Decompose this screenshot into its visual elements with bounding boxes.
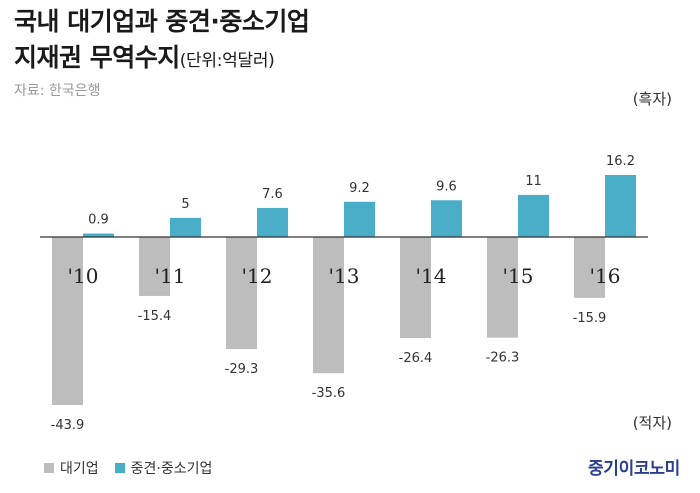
bar-large-firm — [313, 237, 344, 374]
category-label: '10 — [68, 264, 99, 288]
data-label-large-firm: -15.4 — [138, 309, 172, 324]
deficit-label: (적자) — [632, 414, 672, 432]
legend-label-sme: 중견·중소기업 — [130, 461, 213, 477]
legend-label-large-firm: 대기업 — [60, 461, 99, 477]
unit-label: (단위:억달러) — [179, 51, 275, 71]
bar-sme — [170, 217, 201, 237]
category-label: '15 — [503, 264, 534, 288]
bar-sme — [257, 207, 288, 237]
data-label-sme: 9.6 — [436, 179, 457, 194]
data-label-large-firm: -29.3 — [225, 362, 259, 377]
chart-title: 국내 대기업과 중견·중소기업 지재권 무역수지(단위:억달러) — [14, 4, 310, 79]
legend-swatch-sme — [114, 463, 125, 473]
data-label-large-firm: -26.4 — [399, 351, 433, 366]
legend-swatch-large-firm — [44, 463, 54, 473]
data-label-sme: 9.2 — [349, 181, 370, 196]
data-label-sme: 0.9 — [88, 213, 109, 228]
legend-item-large-firm: 대기업 — [44, 458, 99, 478]
category-label: '13 — [329, 264, 360, 288]
source-note: 자료: 한국은행 — [14, 83, 101, 99]
category-label: '12 — [242, 264, 273, 288]
bar-sme — [83, 233, 114, 237]
data-label-large-firm: -43.9 — [51, 418, 85, 433]
category-label: '14 — [416, 264, 447, 288]
bar-sme — [518, 194, 549, 237]
data-label-large-firm: -35.6 — [312, 386, 346, 401]
data-label-sme: 5 — [181, 197, 189, 212]
bar-sme — [431, 200, 462, 237]
bar-large-firm — [139, 237, 170, 296]
bar-large-firm — [226, 237, 257, 350]
brand-logo: 중기이코노미 — [587, 459, 680, 479]
bar-large-firm — [487, 237, 518, 338]
category-label: '11 — [155, 264, 186, 288]
bar-large-firm — [574, 237, 605, 298]
bar-sme — [605, 175, 636, 237]
data-label-large-firm: -26.3 — [486, 351, 520, 366]
surplus-label: (흑자) — [632, 90, 672, 108]
title-line2-wrap: 지재권 무역수지(단위:억달러) — [14, 40, 309, 79]
data-label-sme: 7.6 — [262, 187, 283, 202]
legend: 대기업 중견·중소기업 — [44, 458, 228, 478]
bar-sme — [344, 201, 375, 237]
legend-item-sme: 중견·중소기업 — [114, 458, 213, 478]
data-label-sme: 11 — [525, 174, 542, 189]
data-label-sme: 16.2 — [606, 154, 635, 169]
title-line1: 국내 대기업과 중견·중소기업 — [14, 7, 310, 36]
bar-large-firm — [52, 237, 83, 405]
data-label-large-firm: -15.9 — [573, 311, 607, 326]
bar-large-firm — [400, 237, 431, 339]
title-line2: 지재권 무역수지 — [14, 43, 180, 72]
category-label: '16 — [590, 264, 621, 288]
